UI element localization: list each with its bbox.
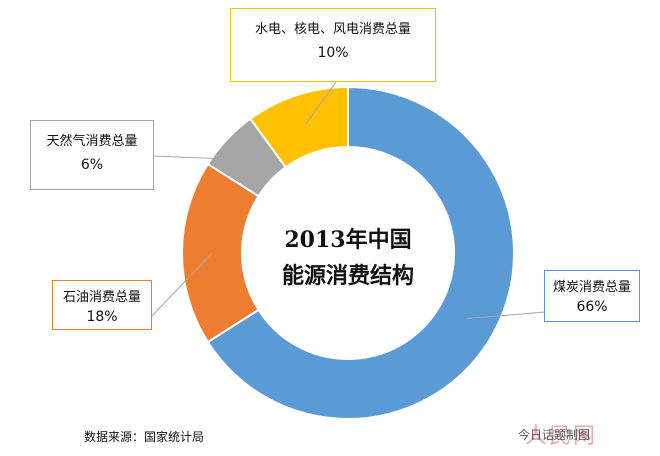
chart-title-line-1: 2013年中国 [284, 227, 412, 253]
leader-line [305, 81, 337, 124]
callout-value: 18% [86, 309, 118, 325]
chart-title-line-2: 能源消费结构 [281, 263, 414, 289]
callout-oil: 石油消费总量 18% [52, 280, 152, 330]
callout-coal: 煤炭消费总量 66% [544, 270, 640, 322]
callout-value: 10% [317, 45, 349, 61]
donut-slice [249, 85, 349, 169]
watermark-caption: 今日话题制图 [518, 428, 591, 442]
callout-hydro-nuclear-wind: 水电、核电、风电消费总量 10% [230, 8, 436, 82]
callout-natural-gas: 天然气消费总量 6% [30, 120, 154, 190]
leader-line [151, 252, 213, 317]
callout-label: 煤炭消费总量 [552, 280, 631, 295]
leader-line [467, 311, 546, 320]
callout-value: 6% [80, 157, 104, 173]
callout-value: 66% [576, 299, 608, 315]
callout-label: 水电、核电、风电消费总量 [254, 22, 411, 37]
chart-title: 2013年中国 能源消费结构 [248, 222, 448, 294]
brand-watermark: 人民网 [525, 424, 598, 449]
callout-label: 天然气消费总量 [46, 134, 138, 149]
donut-slice [206, 85, 515, 420]
data-source-note: 数据来源：国家统计局 [84, 430, 205, 444]
leader-line [153, 155, 249, 161]
callout-label: 石油消费总量 [62, 290, 141, 305]
